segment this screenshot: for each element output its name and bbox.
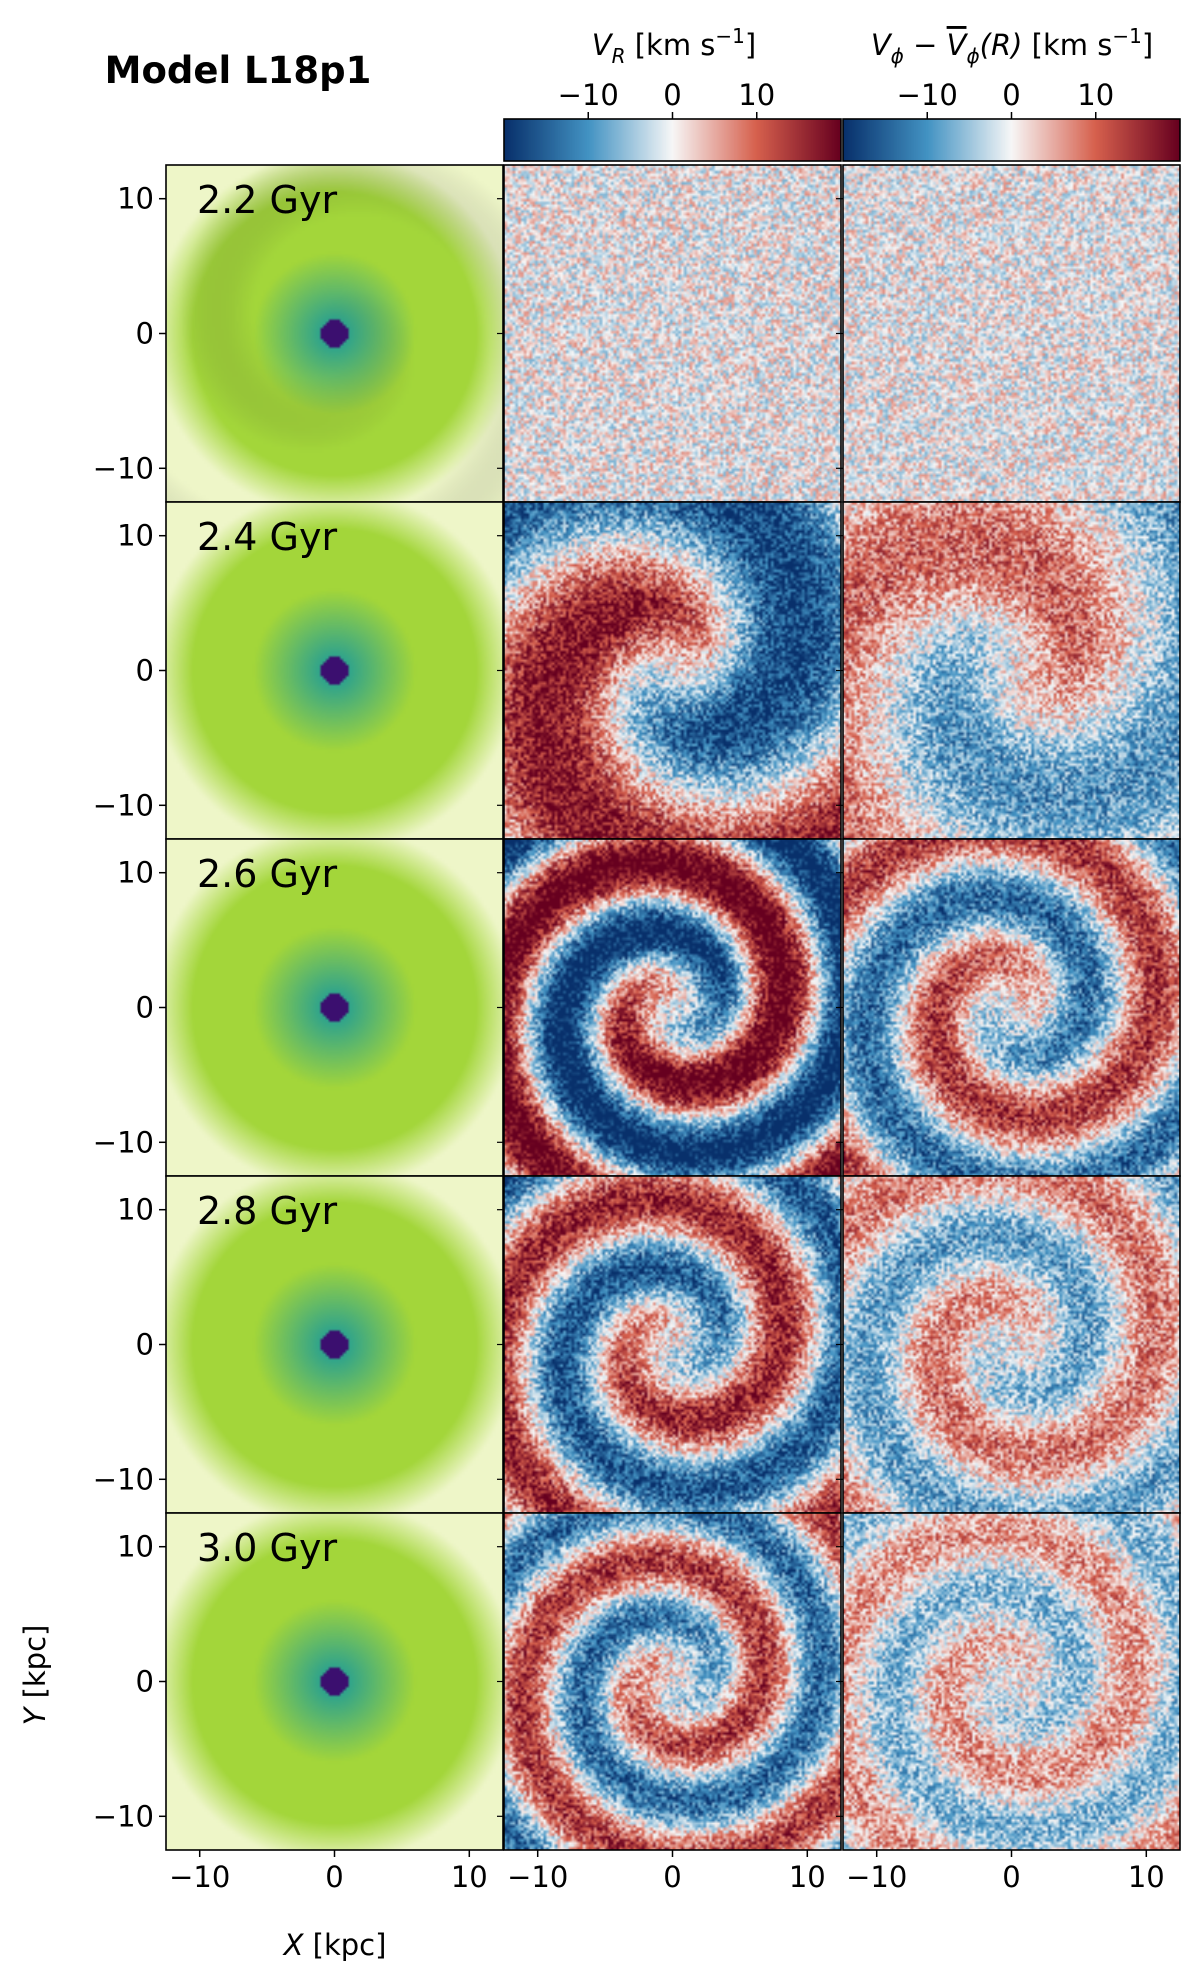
panel-vphi-row-2 bbox=[842, 838, 1181, 1177]
panel-dens-row-4 bbox=[165, 1512, 504, 1851]
x-tick-label: 0 bbox=[663, 1860, 681, 1894]
y-tick-label: 10 bbox=[117, 1530, 154, 1564]
x-tick-label: 10 bbox=[789, 1860, 826, 1894]
y-tick-label: 10 bbox=[117, 519, 154, 553]
y-tick-label: 0 bbox=[136, 317, 154, 351]
colorbar-gradient bbox=[843, 119, 1180, 161]
time-label: 3.0 Gyr bbox=[197, 1526, 337, 1570]
colorbar-vr: −10 0 10 bbox=[503, 78, 842, 162]
panel-dens-row-1 bbox=[165, 501, 504, 840]
y-tick-label: 10 bbox=[117, 182, 154, 216]
y-tick-label: 0 bbox=[136, 1328, 154, 1362]
y-tick-label: −10 bbox=[93, 1462, 154, 1496]
panel-vr-row-4 bbox=[503, 1512, 842, 1851]
heatmap-image bbox=[504, 502, 841, 839]
heatmap-image bbox=[504, 1176, 841, 1513]
time-label: 2.6 Gyr bbox=[197, 852, 337, 896]
y-tick-label: 0 bbox=[136, 991, 154, 1025]
colorbar-vr-label: VR [km s−1] bbox=[592, 24, 756, 68]
colorbar-vphi: −10 0 10 bbox=[842, 78, 1181, 162]
panel-vr-row-0 bbox=[503, 164, 842, 503]
x-tick-label: 10 bbox=[451, 1860, 488, 1894]
panel-dens-row-0 bbox=[165, 164, 504, 503]
colorbars: −10 0 10 −10 0 10 bbox=[503, 78, 1181, 162]
heatmap-image bbox=[843, 839, 1180, 1176]
heatmap-image bbox=[166, 1513, 503, 1850]
x-tick-label: −10 bbox=[846, 1860, 907, 1894]
heatmap-image bbox=[843, 502, 1180, 839]
panel-vphi-row-0 bbox=[842, 164, 1181, 503]
heatmap-image bbox=[504, 1513, 841, 1850]
colorbar-tick-label: −10 bbox=[558, 78, 619, 112]
heatmap-image bbox=[843, 1176, 1180, 1513]
panel-vphi-row-4 bbox=[842, 1512, 1181, 1851]
heatmap-image bbox=[166, 839, 503, 1176]
colorbar-tick-label: 0 bbox=[663, 78, 681, 112]
panel-vr-row-2 bbox=[503, 838, 842, 1177]
axis-ticks: −10 0 10 −10 0 10 −10 0 10 10 0 −10 10 0 −10 10 0 −10 10 0 −… bbox=[93, 182, 1165, 1894]
heatmap-image bbox=[504, 839, 841, 1176]
y-tick-label: 10 bbox=[117, 1193, 154, 1227]
y-tick-label: 0 bbox=[136, 1665, 154, 1699]
y-tick-label: −10 bbox=[93, 788, 154, 822]
x-tick-label: −10 bbox=[169, 1860, 230, 1894]
figure-title: Model L18p1 bbox=[105, 49, 372, 92]
y-tick-label: 10 bbox=[117, 856, 154, 890]
time-label: 2.8 Gyr bbox=[197, 1189, 337, 1233]
colorbar-vphi-label: Vϕ − Vϕ(R) [km s−1] bbox=[871, 24, 1153, 68]
heatmap-image bbox=[166, 1176, 503, 1513]
x-axis-label: X [kpc] bbox=[282, 1928, 387, 1962]
panel-vr-row-1 bbox=[503, 501, 842, 840]
y-tick-label: −10 bbox=[93, 1799, 154, 1833]
panel-vphi-row-3 bbox=[842, 1175, 1181, 1514]
y-tick-label: −10 bbox=[93, 451, 154, 485]
panel-vphi-row-1 bbox=[842, 501, 1181, 840]
x-tick-label: 0 bbox=[1002, 1860, 1020, 1894]
colorbar-gradient bbox=[504, 119, 841, 161]
time-label: 2.4 Gyr bbox=[197, 515, 337, 559]
panel-dens-row-3 bbox=[165, 1175, 504, 1514]
time-label: 2.2 Gyr bbox=[197, 178, 337, 222]
heatmap-image bbox=[843, 165, 1180, 502]
y-axis-label: Y [kpc] bbox=[18, 1625, 52, 1726]
colorbar-tick-label: 0 bbox=[1002, 78, 1020, 112]
y-tick-label: 0 bbox=[136, 654, 154, 688]
heatmap-image bbox=[843, 1513, 1180, 1850]
x-tick-label: −10 bbox=[507, 1860, 568, 1894]
heatmap-image bbox=[504, 165, 841, 502]
heatmap-image bbox=[166, 502, 503, 839]
y-tick-label: −10 bbox=[93, 1125, 154, 1159]
panel-dens-row-2 bbox=[165, 838, 504, 1177]
x-tick-label: 10 bbox=[1128, 1860, 1165, 1894]
heatmap-image bbox=[166, 165, 503, 502]
colorbar-tick-label: 10 bbox=[738, 78, 775, 112]
panel-grid: 2.2 Gyr 2.4 Gyr 2.6 Gyr 2.8 Gyr 3.0 Gyr bbox=[165, 164, 1181, 1851]
colorbar-tick-label: −10 bbox=[897, 78, 958, 112]
panel-vr-row-3 bbox=[503, 1175, 842, 1514]
colorbar-tick-label: 10 bbox=[1077, 78, 1114, 112]
x-tick-label: 0 bbox=[325, 1860, 343, 1894]
